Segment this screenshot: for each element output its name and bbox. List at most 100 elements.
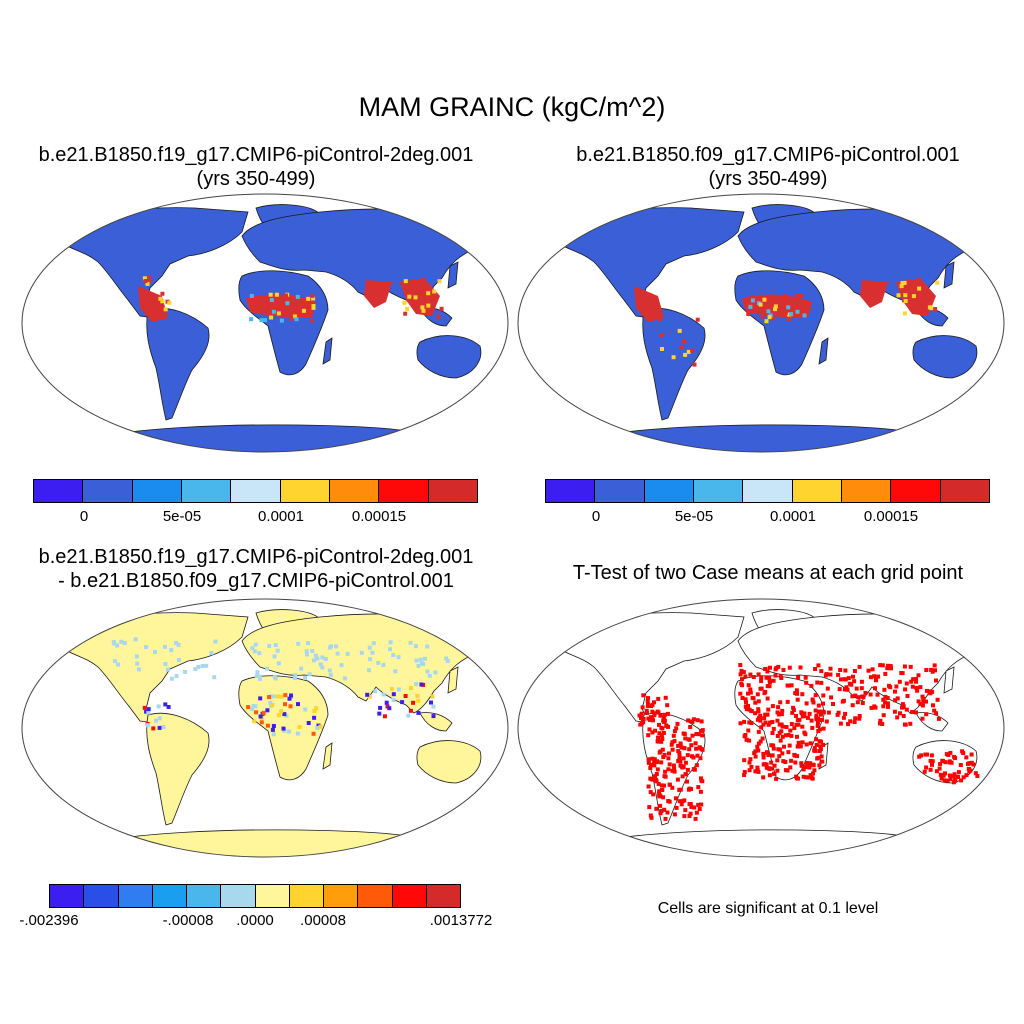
map4-cell xyxy=(824,719,829,724)
map4-cell xyxy=(767,675,772,680)
map3-cell xyxy=(282,712,287,717)
map3-cell xyxy=(272,675,277,679)
map4-cell xyxy=(895,696,900,701)
map4-cell xyxy=(743,697,748,702)
map4-cell xyxy=(800,740,805,745)
map3-cell xyxy=(419,682,424,687)
map3-cell xyxy=(255,670,260,675)
map3-cell xyxy=(414,682,419,687)
map1-cell xyxy=(426,291,431,296)
map4-cell xyxy=(921,696,926,701)
map2-cell xyxy=(935,280,940,285)
map4-cell xyxy=(652,700,656,705)
map4-cell xyxy=(660,737,665,741)
map4-cell xyxy=(788,728,793,733)
map1-cell xyxy=(407,294,412,299)
map4-cell xyxy=(746,728,751,733)
map2-cell xyxy=(799,293,804,298)
map2-border xyxy=(517,193,1005,453)
map3-cell xyxy=(267,695,272,700)
map4-cell xyxy=(922,769,927,774)
map2-cell xyxy=(795,309,800,314)
map4-cell xyxy=(767,678,772,683)
map3-cell xyxy=(161,725,166,729)
map4-cell xyxy=(842,687,847,692)
map4-cell xyxy=(888,685,893,690)
map4-cell xyxy=(652,759,657,764)
map4-cell xyxy=(929,753,934,758)
map4-cell xyxy=(772,771,776,776)
map3-cell xyxy=(296,641,301,646)
cbar3-swatch-6 xyxy=(255,885,290,907)
map3-cell xyxy=(133,637,138,642)
map-panel-4 xyxy=(517,598,1005,858)
map4-cell xyxy=(661,755,666,759)
map4-cell xyxy=(947,773,952,778)
map3-cell xyxy=(258,696,263,701)
map4-cell xyxy=(920,703,925,708)
map4-cell xyxy=(758,713,763,718)
map1-cell xyxy=(274,292,279,297)
map4-cell xyxy=(959,778,964,783)
map4-cell xyxy=(936,716,941,721)
map4-cell xyxy=(813,708,818,713)
map2-japan xyxy=(943,261,955,289)
map3-cell xyxy=(345,651,350,656)
map4-cell xyxy=(663,695,668,700)
map4-cell xyxy=(648,790,653,795)
map1-cell xyxy=(160,299,165,304)
map2-camerica-region xyxy=(634,286,664,322)
map4-cell xyxy=(943,760,948,765)
colorbar-panel-2 xyxy=(545,479,990,503)
map3-cell xyxy=(304,649,309,654)
map4-cell xyxy=(914,710,918,715)
map4-cell xyxy=(808,773,813,778)
map4-cell xyxy=(961,775,966,780)
map3-cell xyxy=(299,666,304,671)
map4-cell xyxy=(765,750,769,755)
map4-cell xyxy=(873,678,878,682)
map4-cell xyxy=(677,754,682,759)
map4-cell xyxy=(655,760,660,765)
map4-cell xyxy=(676,743,681,748)
map3-cell xyxy=(119,639,124,644)
map3-cell xyxy=(282,728,287,733)
map1-antarctica xyxy=(89,424,441,452)
map3-cell xyxy=(258,676,262,681)
map4-cell xyxy=(689,787,693,791)
map4-cell xyxy=(856,695,861,700)
map4-cell xyxy=(880,722,885,726)
map4-cell xyxy=(809,775,814,780)
map4-cell xyxy=(748,690,753,695)
map4-cell xyxy=(795,691,799,696)
map4-cell xyxy=(807,765,812,770)
map4-cell xyxy=(693,741,698,746)
map4-cell xyxy=(911,677,916,682)
map4-cell xyxy=(914,677,918,682)
map3-cell xyxy=(445,637,450,642)
map4-cell xyxy=(695,753,700,758)
map4-cell xyxy=(753,749,758,754)
map4-cell xyxy=(868,675,873,680)
map4-cell xyxy=(791,705,796,710)
map4-cell xyxy=(739,668,744,673)
map4-cell xyxy=(648,813,653,818)
map4-cell xyxy=(948,750,953,755)
map1-cell xyxy=(158,296,163,301)
map4-cell xyxy=(740,677,744,682)
map4-cell xyxy=(908,664,913,669)
map4-cell xyxy=(903,687,908,692)
map4-cell xyxy=(753,769,758,774)
map4-cell xyxy=(658,811,663,816)
map4-cell xyxy=(882,687,887,692)
map3-cell xyxy=(306,721,311,725)
map4-cell xyxy=(763,720,768,725)
map4-cell xyxy=(824,672,829,677)
map3-cell xyxy=(174,640,179,645)
cbar3-label-3: .00008 xyxy=(300,912,346,929)
map4-cell xyxy=(846,676,851,681)
map3-cell xyxy=(276,713,281,718)
map4-cell xyxy=(873,705,878,710)
map4-cell xyxy=(909,679,914,684)
cbar1-label-0: 0 xyxy=(79,508,89,525)
